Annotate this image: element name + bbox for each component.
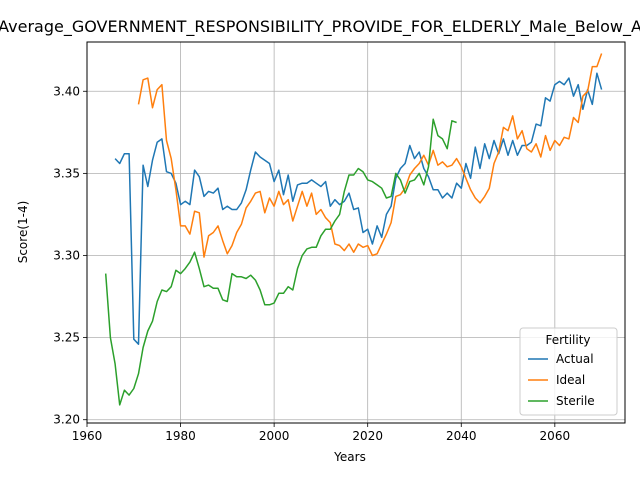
y-axis: 3.20 3.25 3.30 3.35 3.40 — [53, 84, 87, 427]
series-line-actual — [114, 72, 603, 345]
y-tick-label: 3.20 — [53, 413, 80, 427]
y-tick-label: 3.25 — [53, 331, 80, 345]
x-tick-label: 1980 — [165, 429, 196, 443]
x-tick-label: 2060 — [540, 429, 571, 443]
series-line-sterile — [104, 118, 457, 406]
x-axis: 1960 1980 2000 2020 2040 2060 — [72, 423, 570, 443]
legend: Fertility Actual Ideal Sterile — [519, 327, 618, 416]
x-tick-label: 2020 — [352, 429, 383, 443]
legend-items: Actual Ideal Sterile — [528, 352, 595, 408]
series-lines — [104, 53, 603, 406]
y-tick-label: 3.30 — [53, 248, 80, 262]
grid — [86, 42, 625, 423]
x-tick-label: 2040 — [446, 429, 477, 443]
legend-label-sterile: Sterile — [556, 394, 595, 408]
x-tick-label: 1960 — [72, 429, 103, 443]
chart-title: Average_GOVERNMENT_RESPONSIBILITY_PROVID… — [0, 17, 640, 37]
legend-box — [519, 327, 618, 416]
series-line-ideal — [137, 53, 603, 258]
y-axis-title: Score(1-4) — [16, 201, 30, 264]
plot-frame — [86, 41, 626, 424]
x-tick-label: 2000 — [259, 429, 290, 443]
y-tick-label: 3.40 — [53, 84, 80, 98]
y-tick-label: 3.35 — [53, 166, 80, 180]
legend-label-ideal: Ideal — [556, 373, 585, 387]
x-axis-title: Years — [333, 450, 366, 464]
legend-label-actual: Actual — [556, 352, 594, 366]
legend-title: Fertility — [545, 333, 590, 347]
